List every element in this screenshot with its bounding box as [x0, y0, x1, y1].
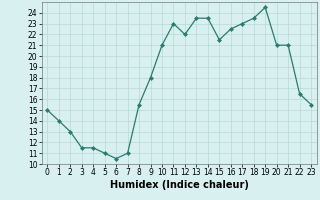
X-axis label: Humidex (Indice chaleur): Humidex (Indice chaleur): [110, 180, 249, 190]
